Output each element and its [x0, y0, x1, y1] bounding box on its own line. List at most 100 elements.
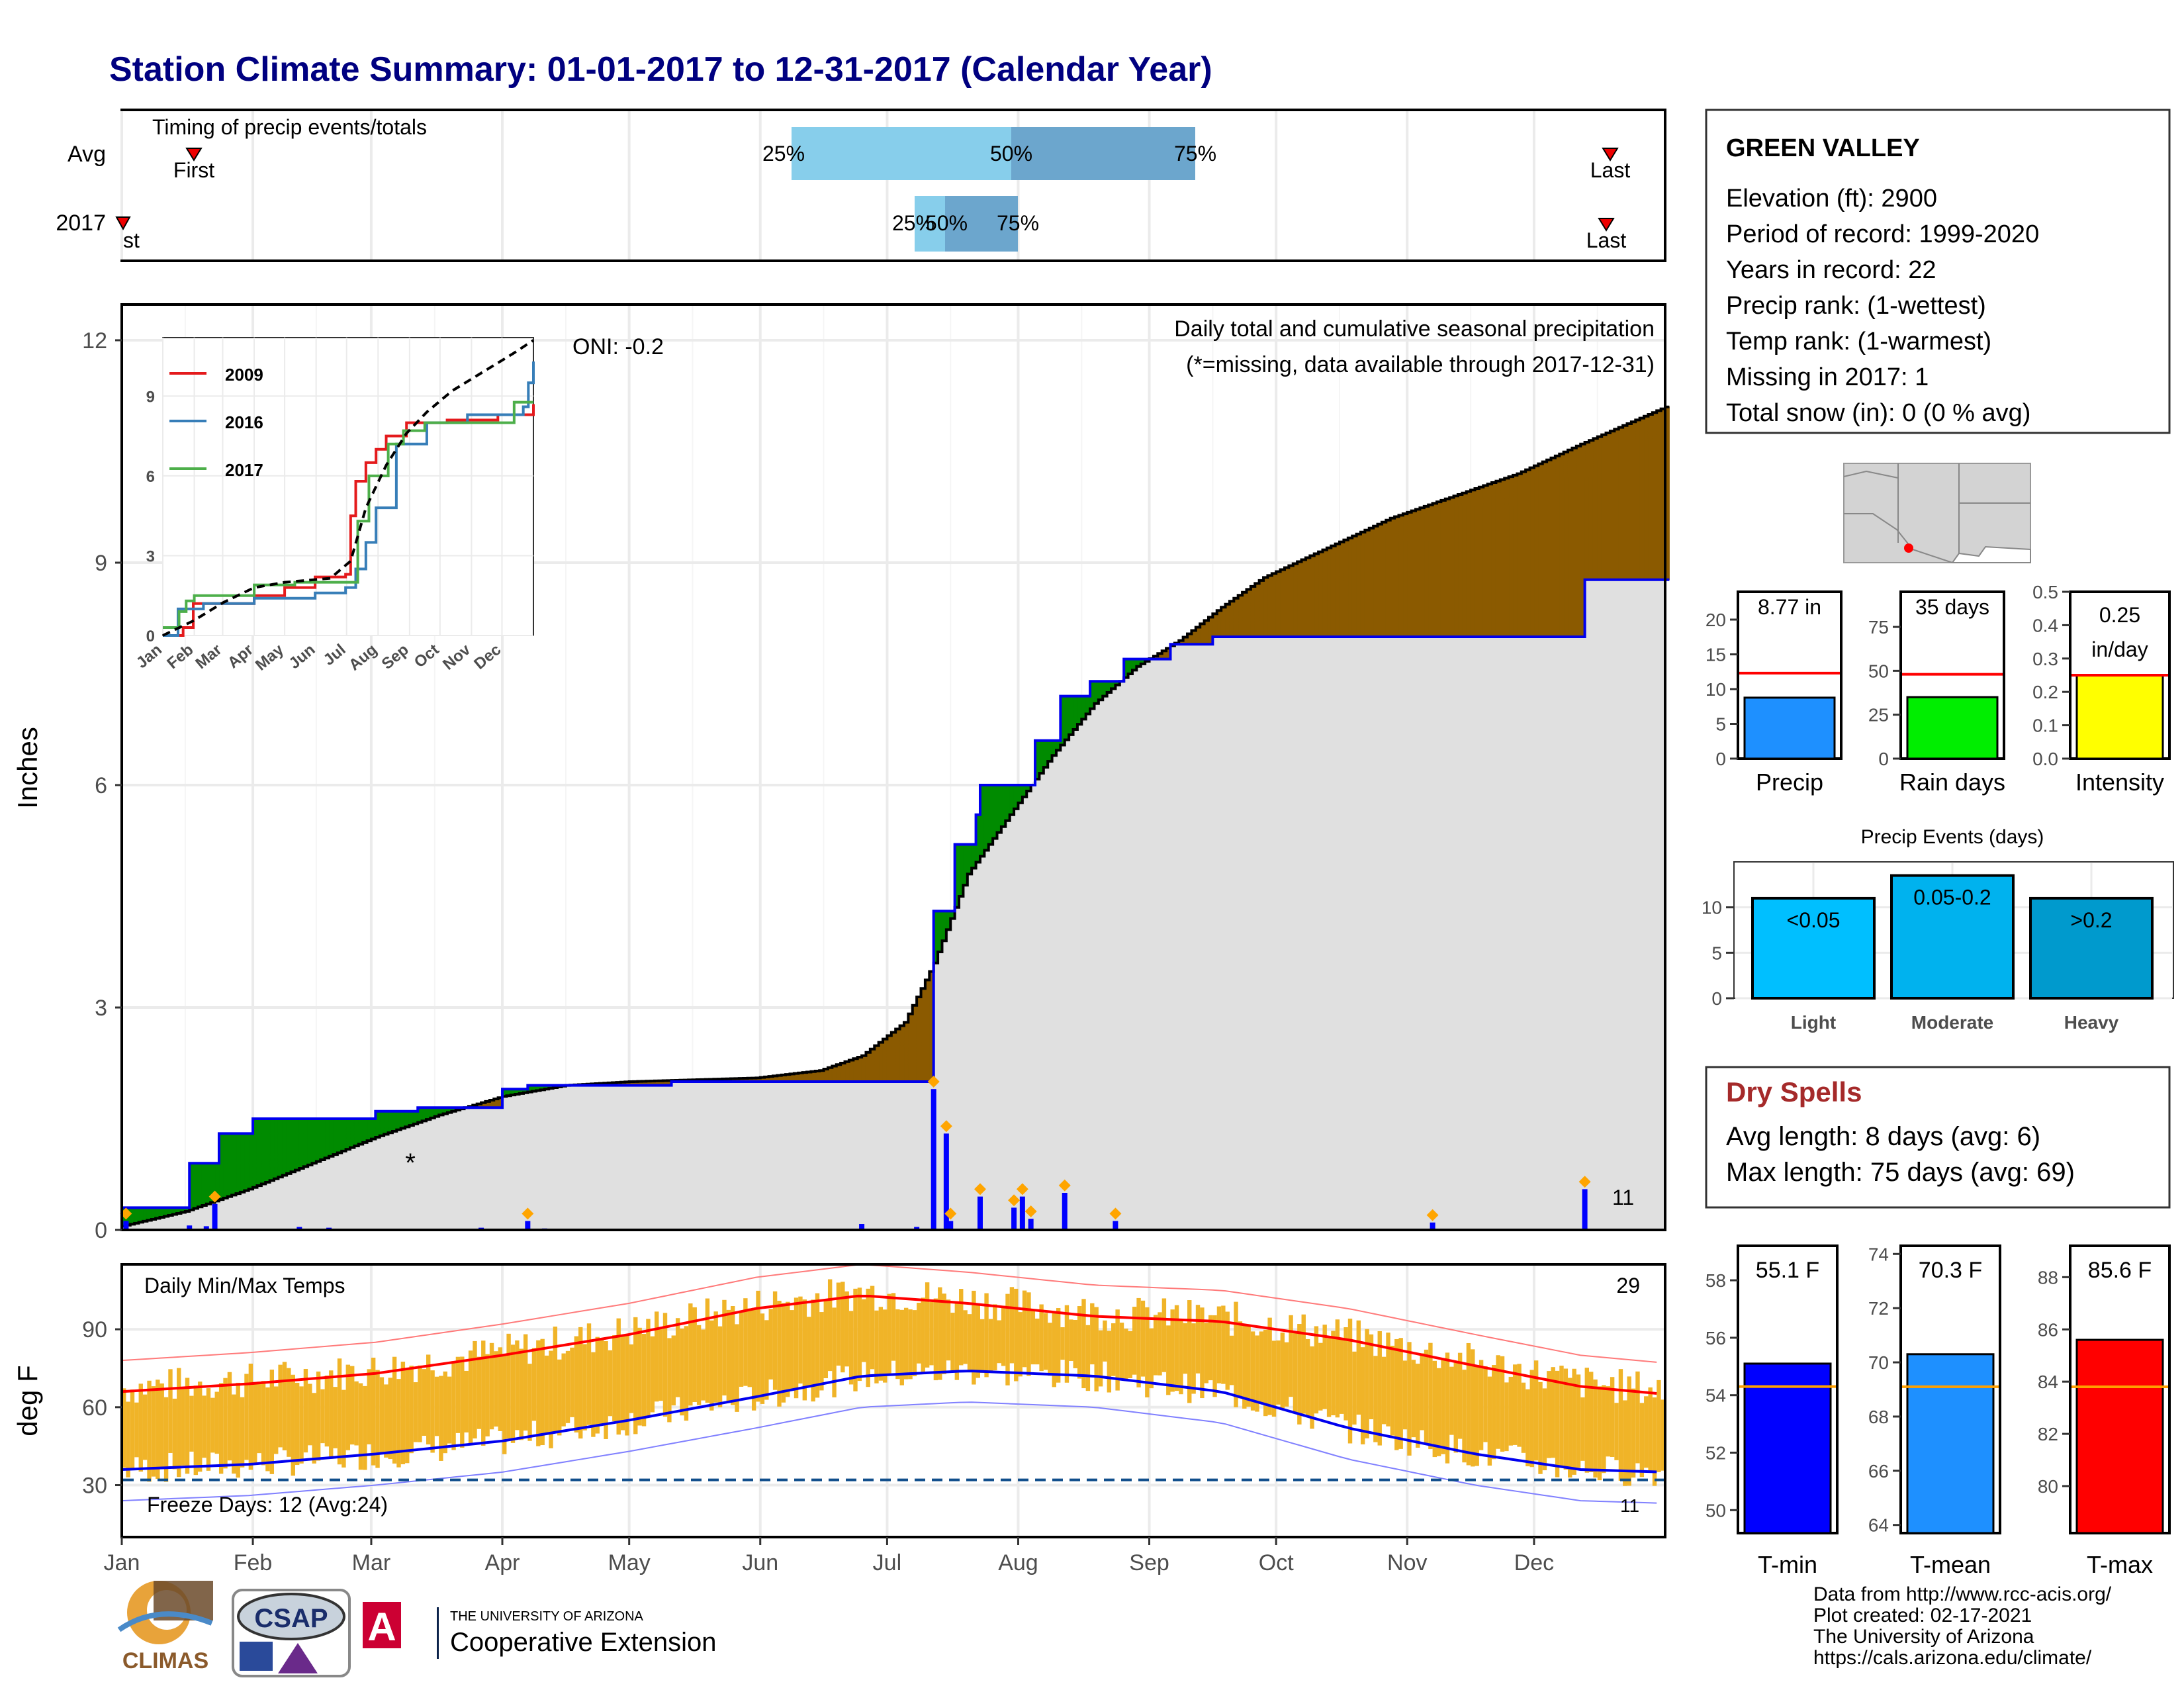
temp-range-bar	[819, 1312, 824, 1391]
inset-line-2016	[163, 361, 535, 637]
intensity-tick-label: 0.4	[2032, 615, 2058, 635]
temp-range-bar	[1005, 1293, 1010, 1385]
temp-range-bar	[731, 1306, 735, 1405]
temp-range-bar	[1085, 1325, 1091, 1391]
temp-range-bar	[1221, 1305, 1226, 1384]
daily-precip-bar	[1113, 1221, 1118, 1230]
temp-range-bar	[159, 1383, 164, 1469]
temp-range-bar	[1365, 1329, 1369, 1438]
temp-range-bar	[625, 1335, 629, 1436]
temp-range-bar	[883, 1309, 887, 1383]
temp-range-bar	[823, 1299, 828, 1378]
temp-bar-panels: 50 52 54 56 58 55.1 F T-min 64 66 68 70 72 74 70.3 F T…	[1706, 1244, 2171, 1578]
month-tick-label: May	[608, 1550, 651, 1575]
station-name: GREEN VALLEY	[1726, 134, 1920, 162]
temp-range-bar	[595, 1336, 600, 1434]
precip-tick-label: 0	[1715, 749, 1726, 769]
yr-50-75-bar	[945, 196, 1018, 252]
temp-range-bar	[1471, 1349, 1475, 1467]
temp-range-bar	[1631, 1388, 1636, 1478]
temp-range-bar	[1661, 1399, 1666, 1471]
temp-range-bar	[400, 1362, 406, 1464]
temp-range-bar	[1356, 1320, 1361, 1415]
tmean-tick-label: 66	[1868, 1461, 1889, 1481]
temp-range-bar	[291, 1374, 295, 1476]
temp-range-bar	[938, 1287, 942, 1380]
month-tick-label: Nov	[1387, 1550, 1427, 1575]
oni-label: ONI: -0.2	[572, 334, 664, 359]
daily-precip-marker	[522, 1207, 534, 1220]
temp-range-bar	[1280, 1333, 1285, 1409]
temp-range-bar	[1030, 1310, 1036, 1365]
main-ytick-label: 3	[95, 996, 107, 1021]
daily-precip-bar	[212, 1203, 218, 1230]
intensity-tick-label: 0.2	[2032, 682, 2058, 702]
daily-precip-marker	[1024, 1205, 1037, 1217]
inset-legend-2017: 2017	[225, 460, 263, 480]
temp-range-bar	[122, 1388, 126, 1468]
month-tick-label: Feb	[234, 1550, 273, 1575]
temp-range-bar	[781, 1303, 786, 1403]
temp-range-bar	[1445, 1352, 1450, 1464]
temp-range-bar	[1432, 1360, 1437, 1458]
month-tick-label: Jun	[742, 1550, 778, 1575]
station-snow: Total snow (in): 0 (0 % avg)	[1726, 399, 2030, 427]
tmin-tick-label: 50	[1706, 1500, 1726, 1521]
daily-precip-bar	[203, 1226, 209, 1230]
temp-range-bar	[1420, 1353, 1424, 1430]
temp-range-bar	[1648, 1387, 1653, 1472]
temp-range-bar	[641, 1334, 647, 1427]
temp-range-bar	[367, 1369, 371, 1444]
temp-range-bar	[1200, 1307, 1205, 1399]
temp-range-bar	[972, 1290, 976, 1385]
temp-range-bar	[1568, 1378, 1572, 1478]
temp-range-bar	[1166, 1325, 1171, 1395]
station-missing: Missing in 2017: 1	[1726, 363, 1929, 391]
temp-range-bar	[405, 1369, 410, 1464]
freeze-count-label: 11	[1620, 1495, 1639, 1516]
raindays-axis-label: Rain days	[1899, 769, 2005, 796]
ua-logo-small: THE UNIVERSITY OF ARIZONA	[450, 1609, 644, 1624]
temp-range-bar	[963, 1310, 968, 1364]
tmean-tick-label: 68	[1868, 1407, 1889, 1427]
temp-range-bar	[358, 1383, 363, 1470]
temp-range-bar	[1326, 1338, 1332, 1417]
temp-range-bar	[426, 1354, 431, 1445]
svg-text:A: A	[367, 1605, 396, 1649]
events-category-label: Moderate	[1911, 1012, 1993, 1033]
temp-range-bar	[1618, 1369, 1623, 1481]
temp-range-bar	[1331, 1331, 1336, 1416]
tmax-tick-label: 84	[2038, 1372, 2058, 1392]
page-title: Station Climate Summary: 01-01-2017 to 1…	[109, 50, 1212, 89]
temp-range-bar	[1314, 1326, 1319, 1414]
intensity-tick-label: 0.1	[2032, 716, 2058, 736]
temp-range-bar	[409, 1366, 414, 1454]
temp-range-bar	[1267, 1317, 1272, 1415]
temp-range-bar	[671, 1335, 676, 1406]
temp-range-bar	[168, 1369, 173, 1453]
temp-range-bar	[156, 1380, 160, 1479]
main-ylabel: Inches	[12, 727, 43, 809]
dry-spells-avg: Avg length: 8 days (avg: 6)	[1726, 1122, 2040, 1151]
temp-range-bar	[1542, 1388, 1547, 1471]
temp-range-bar	[874, 1310, 879, 1383]
temp-range-bar	[1588, 1372, 1594, 1473]
temp-panel: 30 60 90 deg F Daily Min/Max Temps 29 Free…	[12, 1263, 1666, 1575]
raindays-value-label: 35 days	[1915, 595, 1989, 619]
temp-range-bar	[1529, 1370, 1534, 1468]
temp-range-bar	[979, 1319, 985, 1373]
intensity-tick-label: 0.3	[2032, 649, 2058, 669]
temp-range-bar	[1381, 1356, 1387, 1425]
temp-range-bar	[510, 1344, 516, 1443]
raindays-tick-label: 0	[1878, 749, 1889, 769]
temp-range-bar	[717, 1326, 723, 1407]
temp-range-bar	[1052, 1313, 1056, 1387]
temp-range-bar	[764, 1320, 769, 1400]
temp-range-bar	[341, 1389, 346, 1468]
temp-range-bar	[1048, 1323, 1052, 1376]
temp-range-bar	[536, 1340, 541, 1446]
temp-range-bar	[1318, 1342, 1323, 1411]
tmin-tick-label: 58	[1706, 1270, 1726, 1291]
temp-range-bar	[413, 1382, 418, 1442]
tmin-tick-label: 56	[1706, 1328, 1726, 1348]
